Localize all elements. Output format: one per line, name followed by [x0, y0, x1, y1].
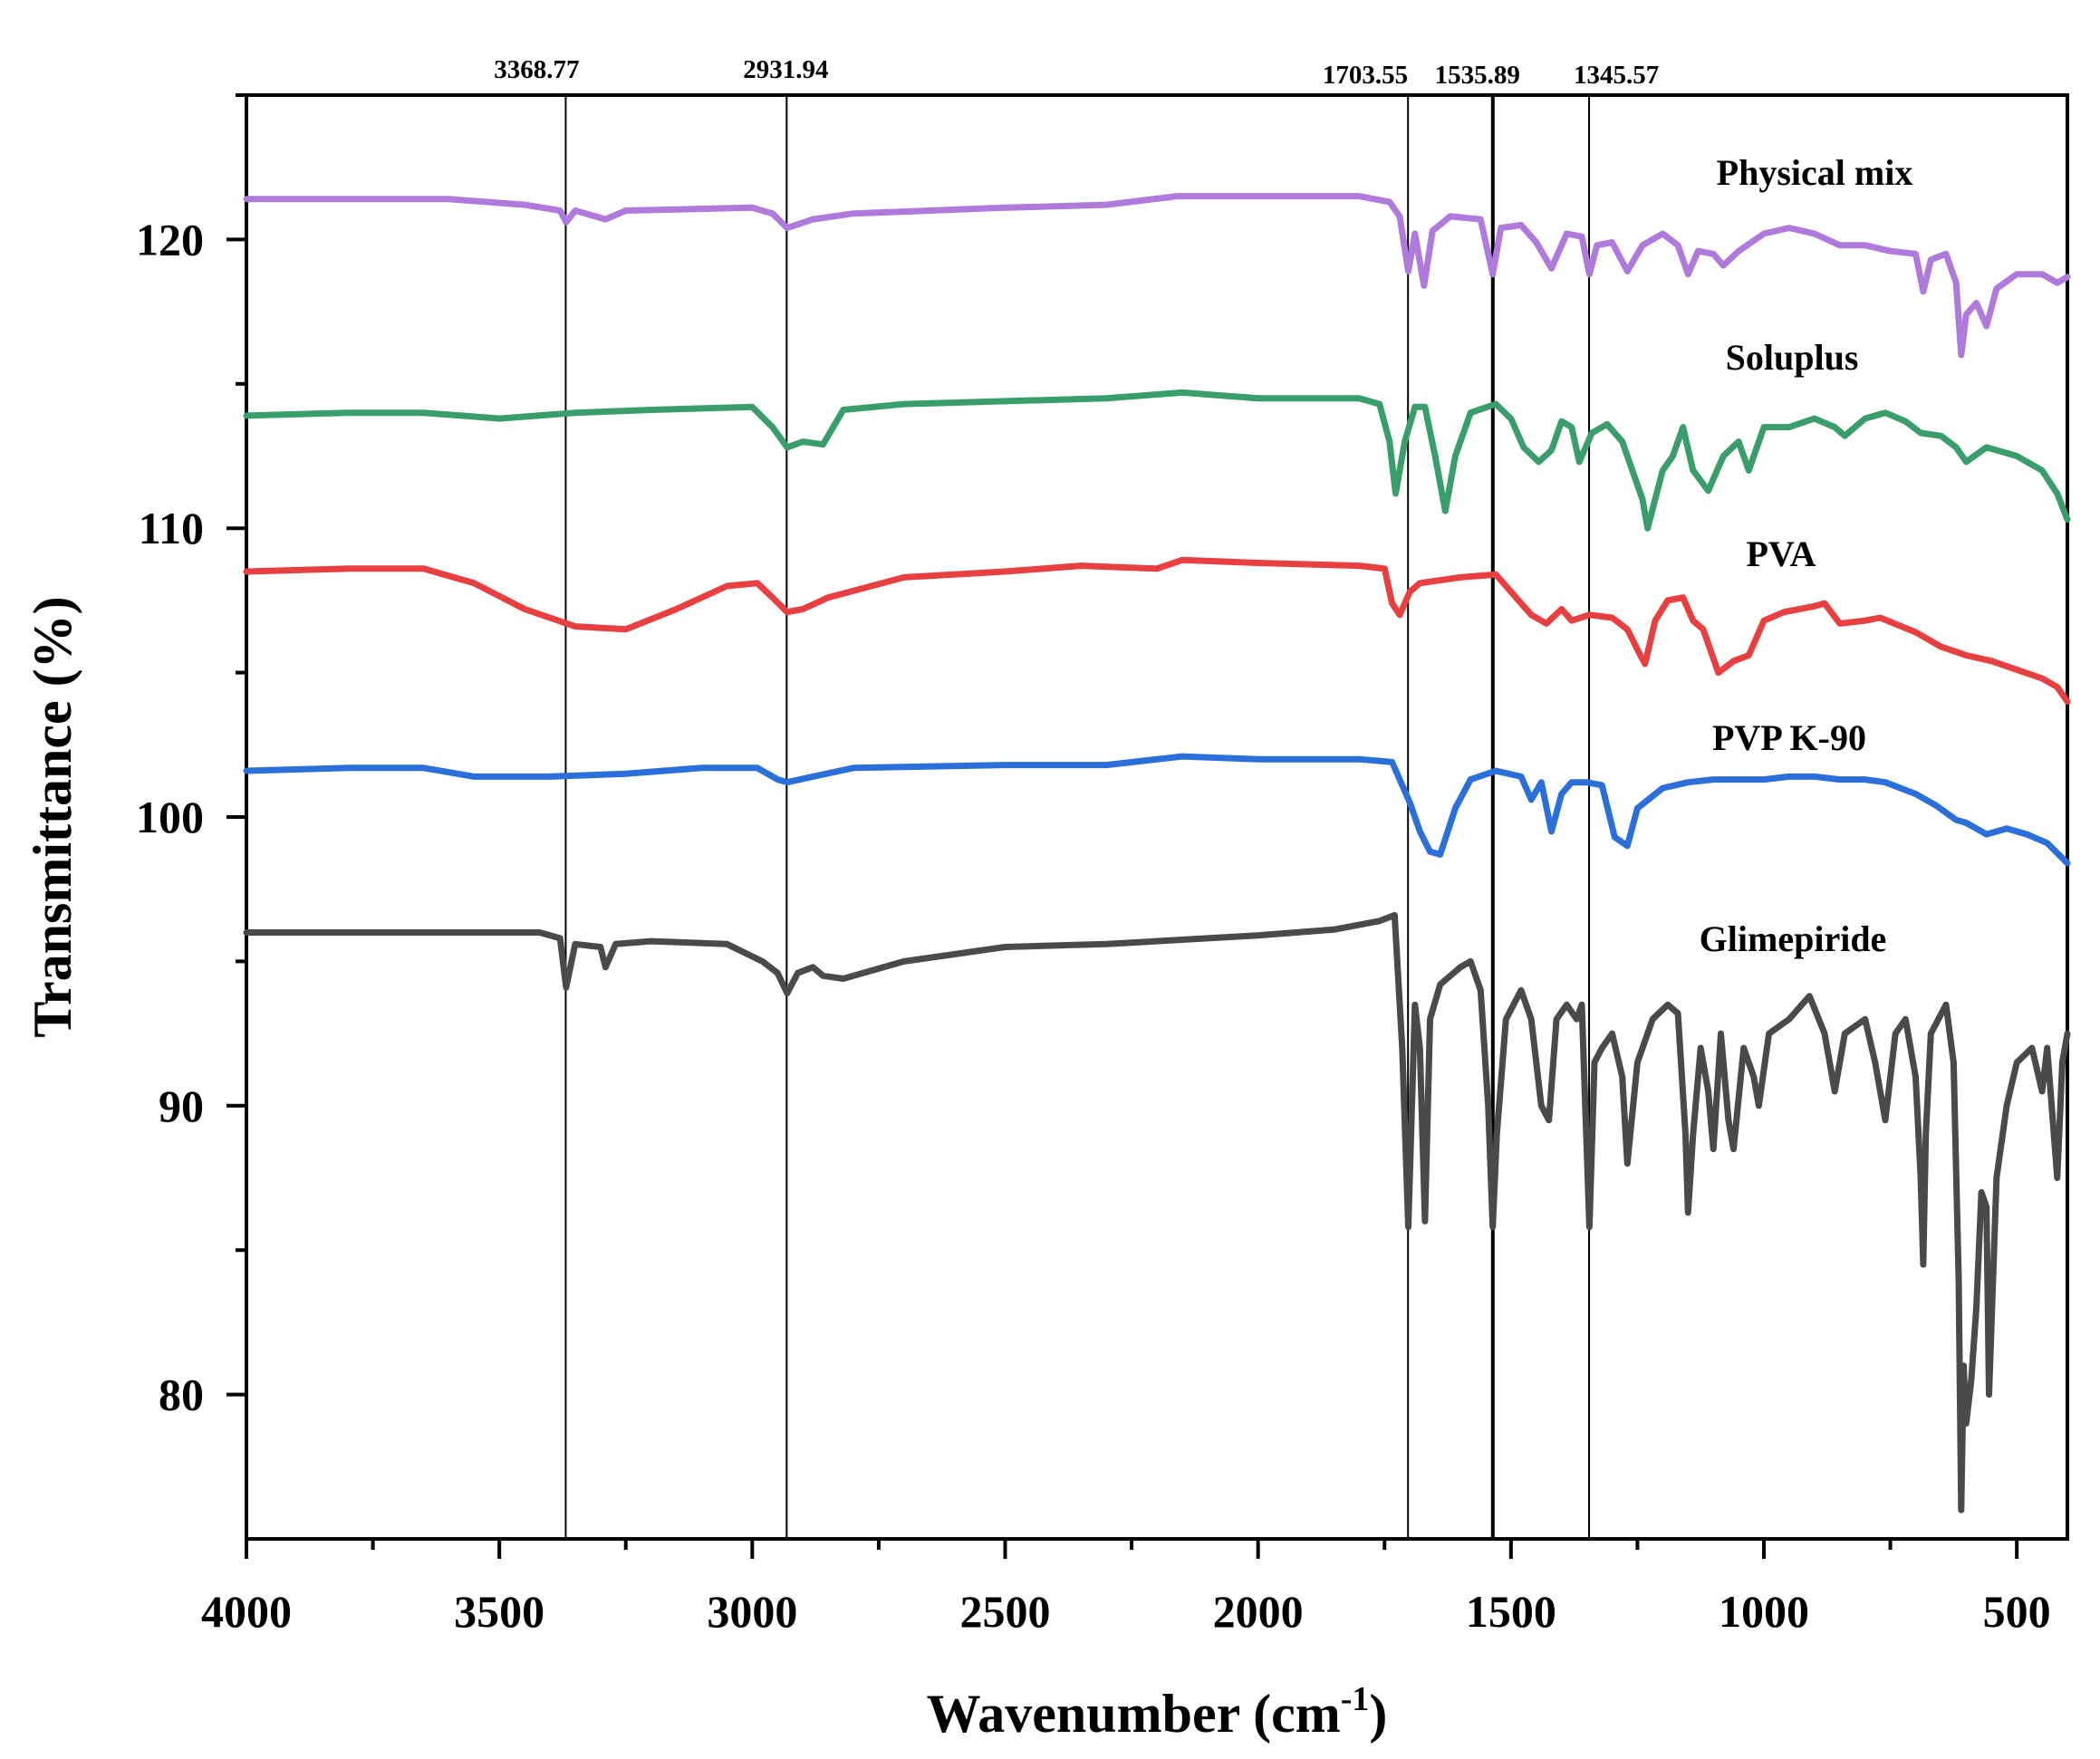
y-tick-label-120: 120: [136, 214, 204, 264]
series-line-soluplus: [243, 389, 2071, 532]
plot-frame: [245, 93, 2069, 1541]
x-tick-label-3500: 3500: [454, 1586, 544, 1637]
x-tick-label-2000: 2000: [1213, 1586, 1304, 1637]
y-tick-label-100: 100: [136, 792, 204, 842]
reference-label-1345.57: 1345.57: [1574, 61, 1659, 90]
reference-label-1535.89: 1535.89: [1435, 61, 1520, 90]
series-line-glimepiride: [243, 911, 2071, 1514]
plot-area-border: [245, 93, 2069, 1541]
x-tick-label-1000: 1000: [1719, 1586, 1809, 1637]
reference-lines: 3368.77 2931.94 1703.55 1535.89 1345.57: [494, 55, 1659, 1539]
reference-label-1703.55: 1703.55: [1323, 61, 1408, 90]
series-line-pvp-k-90: [243, 753, 2071, 867]
y-tick-label-90: 90: [159, 1081, 204, 1131]
x-tick-label-4000: 4000: [201, 1586, 292, 1637]
y-axis-ticks: 80 90 100 110 120: [136, 93, 246, 1420]
series-label-glimepiride: Glimepiride: [1700, 918, 1887, 959]
x-tick-label-3000: 3000: [707, 1586, 797, 1637]
x-axis-title: Wavenumber (cm-1): [927, 1680, 1388, 1744]
series-label-pva: PVA: [1746, 533, 1816, 574]
y-tick-label-80: 80: [159, 1370, 204, 1420]
series-line-physical-mix: [243, 193, 2071, 359]
x-axis-title-close: ): [1369, 1684, 1387, 1744]
y-axis-title: Transmittance (%): [23, 596, 82, 1037]
x-tick-label-1500: 1500: [1466, 1586, 1556, 1637]
series-label-pvp-k-90: PVP K-90: [1712, 717, 1866, 758]
x-axis-title-superscript: -1: [1341, 1680, 1370, 1718]
x-axis-ticks: 4000 3500 3000 2500 2000 1500 1000 500: [201, 1539, 2051, 1637]
series-line-pva: [243, 556, 2071, 705]
reference-label-3368.77: 3368.77: [494, 55, 579, 84]
y-tick-label-110: 110: [139, 503, 204, 553]
x-tick-label-2500: 2500: [960, 1586, 1051, 1637]
x-tick-label-500: 500: [1983, 1586, 2051, 1637]
series-label-soluplus: Soluplus: [1726, 337, 1859, 378]
series-layer: [243, 193, 2071, 1514]
x-axis-title-main: Wavenumber (cm: [927, 1684, 1341, 1744]
series-labels: Physical mix Soluplus PVA PVP K-90 Glimepiri…: [1700, 152, 1913, 959]
series-label-physical-mix: Physical mix: [1717, 152, 1913, 193]
reference-label-2931.94: 2931.94: [743, 55, 828, 84]
